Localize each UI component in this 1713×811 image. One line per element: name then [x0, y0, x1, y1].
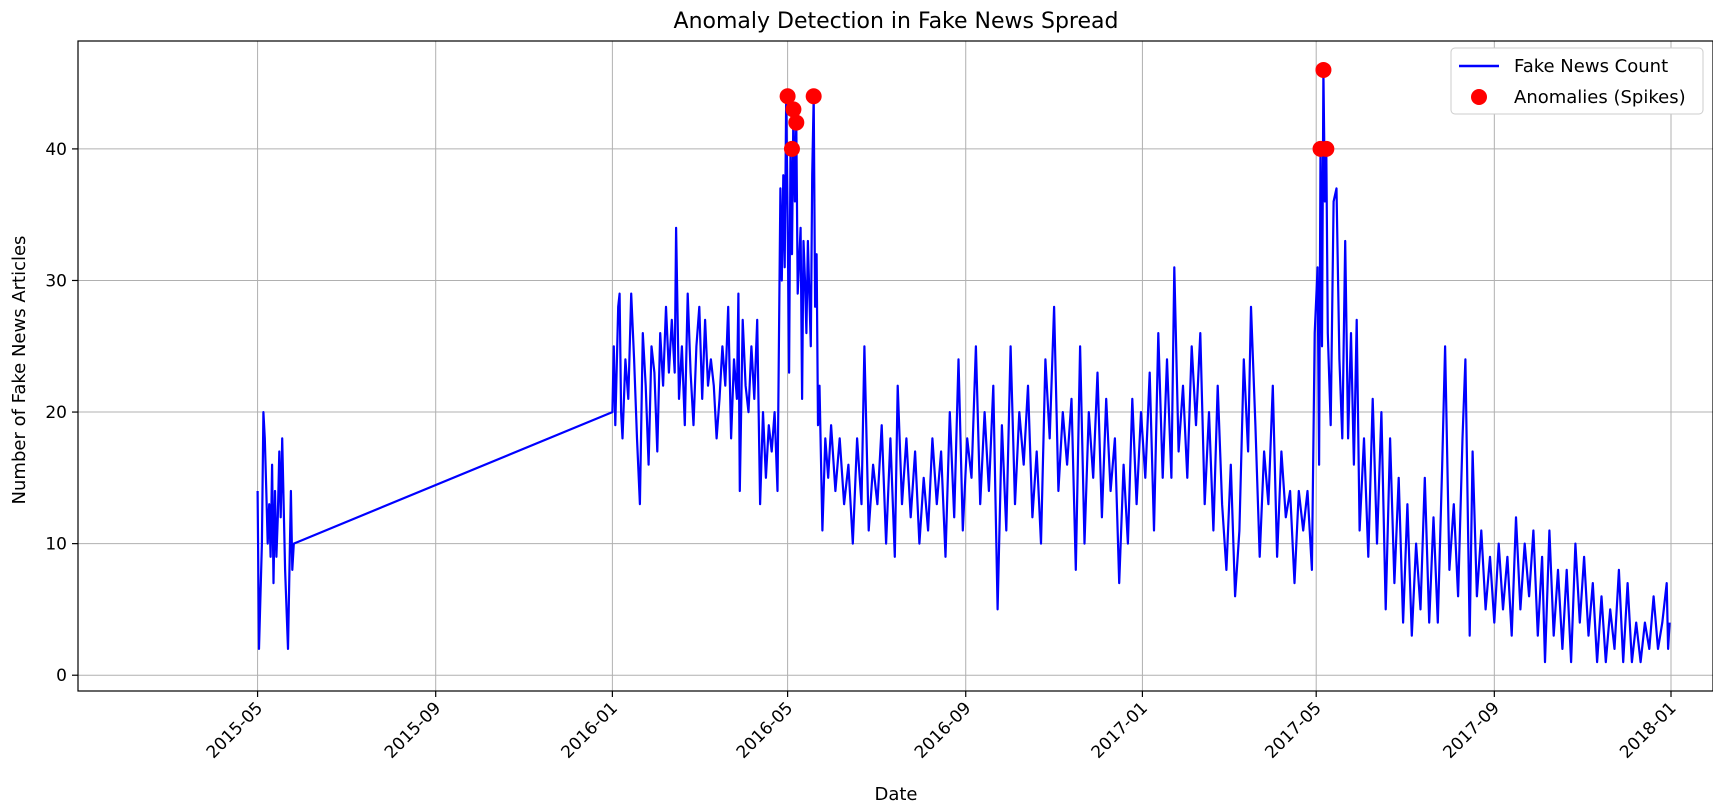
legend-label-anomalies: Anomalies (Spikes) — [1514, 87, 1686, 108]
fake-news-line-layer — [256, 68, 1671, 664]
plot-frame — [77, 40, 1713, 692]
legend: Fake News Count Anomalies (Spikes) — [1450, 47, 1704, 115]
y-tick-label: 0 — [56, 666, 67, 686]
x-axis-title: Date — [874, 784, 917, 805]
y-tick-label: 30 — [45, 271, 67, 291]
legend-box — [1450, 47, 1704, 115]
y-axis-ticks: 0 10 20 30 40 — [45, 140, 78, 686]
legend-label-fake-news-count: Fake News Count — [1514, 56, 1668, 77]
y-tick-label: 20 — [45, 403, 67, 423]
fake-news-count-line — [256, 68, 1671, 664]
y-tick-label: 10 — [45, 535, 67, 555]
anomaly-markers-layer — [779, 61, 1335, 157]
anomaly-point — [783, 140, 800, 157]
anomaly-point — [805, 88, 822, 105]
y-tick-label: 40 — [45, 140, 67, 160]
anomaly-point — [785, 101, 802, 118]
chart-title: Anomaly Detection in Fake News Spread — [674, 9, 1119, 34]
anomaly-point — [1315, 61, 1332, 78]
anomaly-point — [779, 88, 796, 105]
y-axis-title: Number of Fake News Articles — [9, 236, 30, 505]
grid-lines — [78, 41, 1713, 691]
legend-dot-swatch — [1471, 89, 1487, 105]
anomaly-point — [1318, 140, 1335, 157]
anomaly-point — [788, 114, 805, 131]
